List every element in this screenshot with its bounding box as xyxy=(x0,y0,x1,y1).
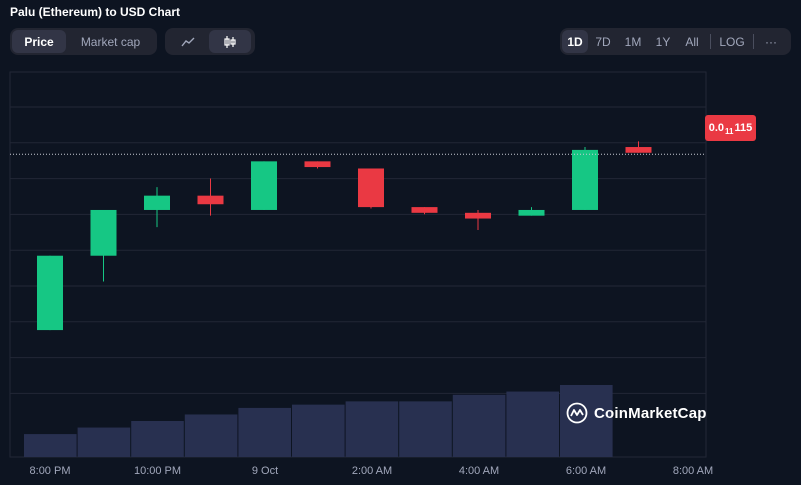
candle-body xyxy=(625,147,652,153)
toolbar-divider xyxy=(753,34,754,49)
candle-body xyxy=(572,149,598,210)
volume-bar xyxy=(292,404,345,457)
candle-body xyxy=(411,207,438,213)
coinmarketcap-logo-icon xyxy=(566,402,588,424)
volume-bar xyxy=(452,394,506,457)
candle-body xyxy=(465,212,491,219)
candle-body xyxy=(197,195,224,205)
range-toolbar: 1D 7D 1M 1Y All LOG ··· xyxy=(560,28,791,55)
x-tick-label: 2:00 AM xyxy=(351,465,393,477)
candle-body xyxy=(37,255,63,331)
candlestick-icon[interactable] xyxy=(209,30,251,53)
watermark-text: CoinMarketCap xyxy=(594,404,707,422)
price-tag-zeros: 11 xyxy=(725,126,734,136)
candle-body xyxy=(90,209,117,256)
log-scale-button[interactable]: LOG xyxy=(719,34,745,49)
volume-bar xyxy=(560,385,613,457)
range-7d-button[interactable]: 7D xyxy=(595,34,611,49)
volume-bar xyxy=(345,401,399,457)
price-tag-digits: 115 xyxy=(734,122,753,134)
candle-body xyxy=(304,161,331,168)
chart-type-toggle xyxy=(165,28,255,55)
volume-bars xyxy=(24,385,613,457)
x-tick-label: 10:00 PM xyxy=(133,465,182,477)
price-tab[interactable]: Price xyxy=(12,30,66,53)
volume-bar xyxy=(238,407,291,457)
volume-bar xyxy=(77,427,131,457)
volume-bar xyxy=(24,434,77,457)
range-1m-button[interactable]: 1M xyxy=(624,34,642,49)
market-cap-tab[interactable]: Market cap xyxy=(80,34,141,49)
volume-bar xyxy=(399,401,452,457)
candle-body xyxy=(358,168,384,208)
x-tick-label: 8:00 AM xyxy=(672,465,714,477)
chart-title: Palu (Ethereum) to USD Chart xyxy=(10,5,181,19)
volume-bar xyxy=(131,421,184,457)
x-tick-label: 4:00 AM xyxy=(458,465,500,477)
candle-body xyxy=(518,209,545,216)
range-1y-button[interactable]: 1Y xyxy=(655,34,671,49)
more-options-button[interactable]: ··· xyxy=(765,34,777,49)
line-chart-icon[interactable] xyxy=(167,30,209,53)
view-toggle: Price Market cap xyxy=(10,28,157,55)
volume-bar xyxy=(184,414,238,457)
toolbar-divider xyxy=(710,34,711,49)
range-1d-button[interactable]: 1D xyxy=(562,30,588,53)
x-tick-label: 8:00 PM xyxy=(29,465,71,477)
candles xyxy=(37,141,652,331)
candle-body xyxy=(144,195,170,210)
candle-body xyxy=(251,161,277,210)
price-tag-prefix: 0.0 xyxy=(708,122,725,134)
coinmarketcap-watermark: CoinMarketCap xyxy=(566,402,707,424)
range-all-button[interactable]: All xyxy=(685,34,699,49)
x-tick-label: 6:00 AM xyxy=(565,465,607,477)
volume-bar xyxy=(506,391,559,457)
x-tick-label: 9 Oct xyxy=(251,465,279,477)
current-price-tag: 0.0 11 115 xyxy=(705,115,756,141)
